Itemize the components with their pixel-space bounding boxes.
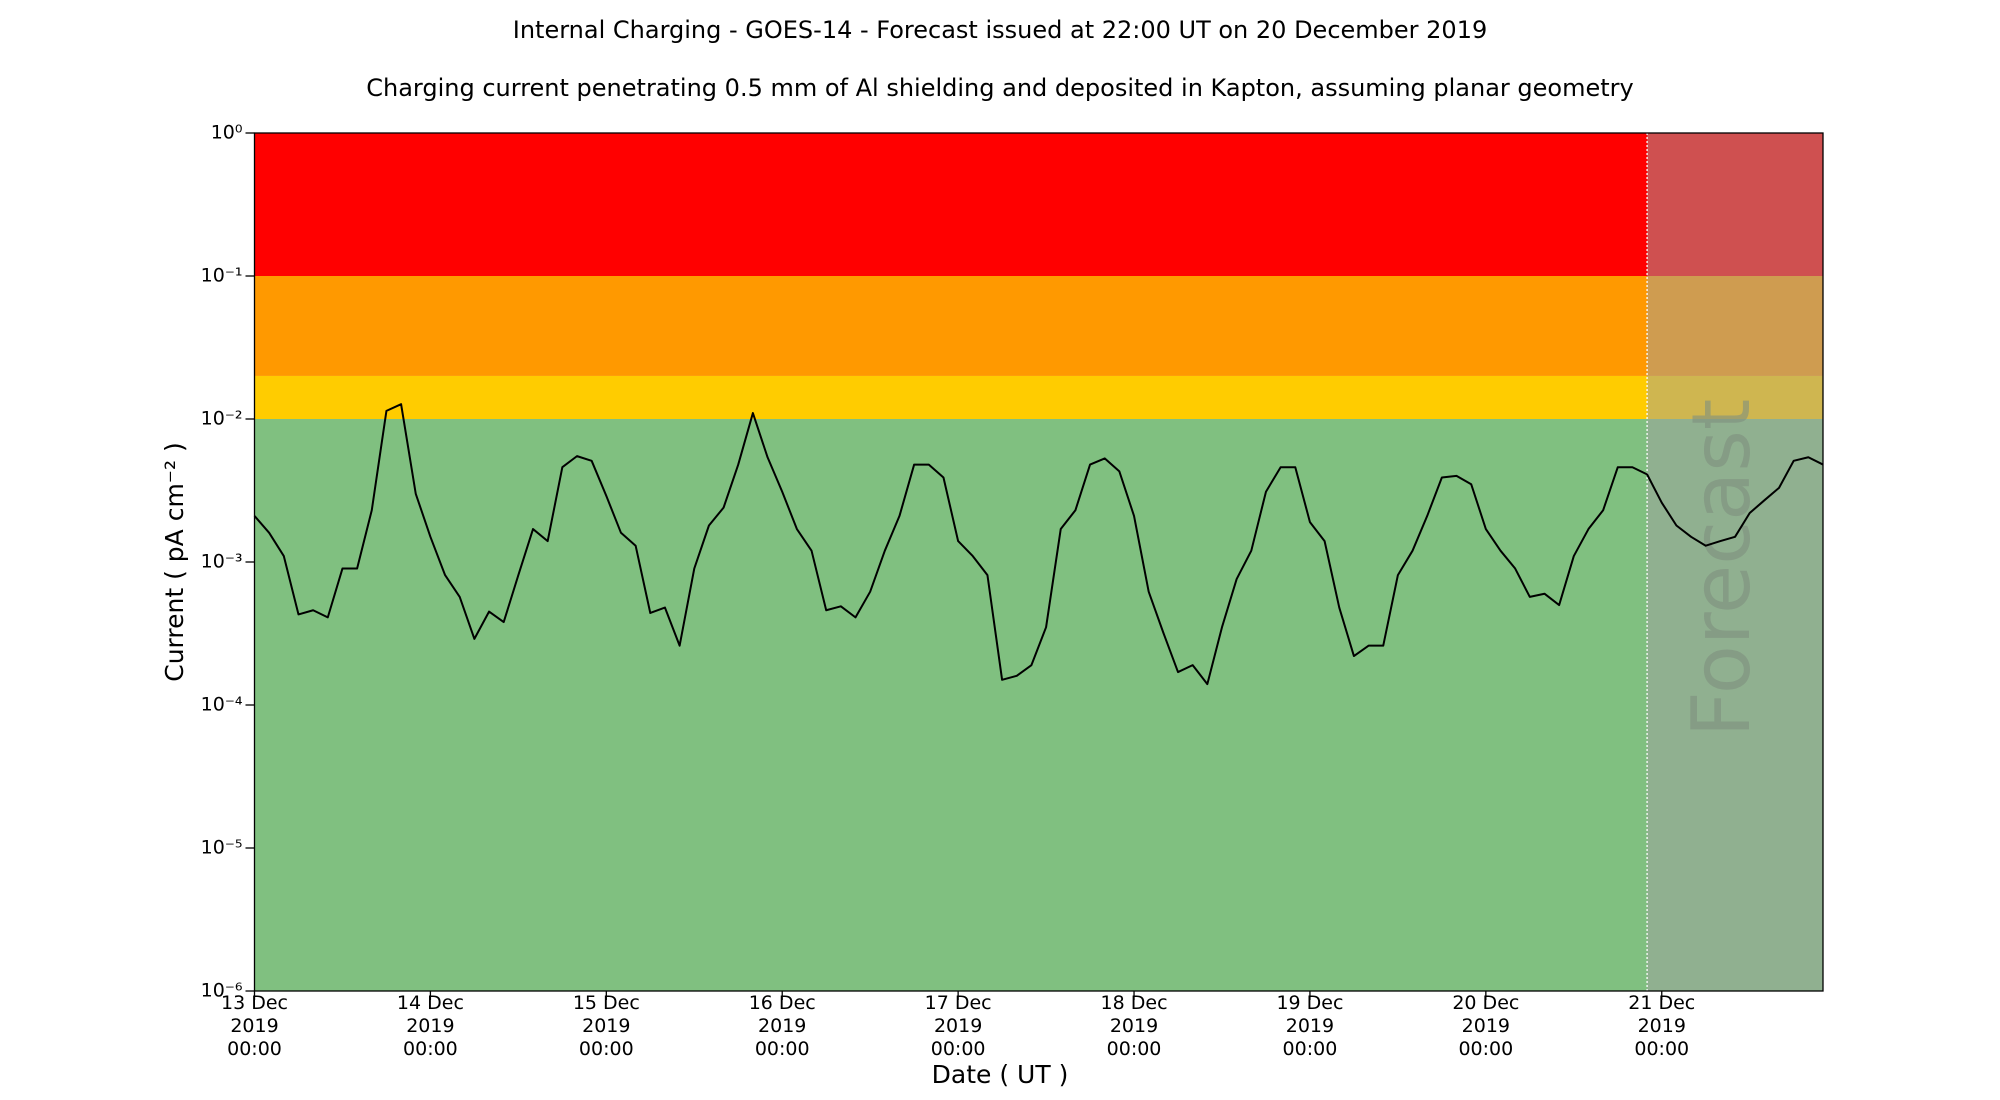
x-tick-label: 19 Dec 2019 00:00 bbox=[1276, 992, 1344, 1060]
y-axis-label: Current ( pA cm⁻² ) bbox=[160, 442, 189, 681]
y-tick-label: 10⁻⁴ bbox=[201, 694, 243, 716]
x-tick-label: 18 Dec 2019 00:00 bbox=[1100, 992, 1168, 1060]
chart-subtitle: Charging current penetrating 0.5 mm of A… bbox=[366, 74, 1634, 102]
current-line bbox=[253, 403, 1824, 686]
forecast-shade bbox=[1647, 133, 1823, 991]
forecast-annotation: Forecast bbox=[1675, 399, 1768, 738]
y-tick-label: 10⁻³ bbox=[201, 551, 243, 573]
x-tick-label: 15 Dec 2019 00:00 bbox=[572, 992, 640, 1060]
x-tick-label: 13 Dec 2019 00:00 bbox=[221, 992, 288, 1060]
x-tick-label: 14 Dec 2019 00:00 bbox=[396, 992, 464, 1060]
x-tick-label: 17 Dec 2019 00:00 bbox=[924, 992, 992, 1060]
threshold-band bbox=[254, 375, 1823, 419]
threshold-band bbox=[254, 276, 1823, 376]
chart-title: Internal Charging - GOES-14 - Forecast i… bbox=[513, 16, 1487, 44]
threshold-band bbox=[254, 419, 1823, 991]
threshold-band bbox=[254, 133, 1823, 276]
y-tick-label: 10⁰ bbox=[211, 122, 243, 144]
x-tick-label: 16 Dec 2019 00:00 bbox=[748, 992, 816, 1060]
y-tick-label: 10⁻⁶ bbox=[201, 980, 243, 1002]
x-axis-label: Date ( UT ) bbox=[932, 1060, 1069, 1089]
x-tick-label: 21 Dec 2019 00:00 bbox=[1628, 992, 1696, 1060]
y-tick-label: 10⁻¹ bbox=[201, 265, 243, 287]
y-tick-label: 10⁻² bbox=[201, 408, 243, 430]
x-tick-label: 20 Dec 2019 00:00 bbox=[1452, 992, 1520, 1060]
y-tick-label: 10⁻⁵ bbox=[201, 837, 243, 859]
